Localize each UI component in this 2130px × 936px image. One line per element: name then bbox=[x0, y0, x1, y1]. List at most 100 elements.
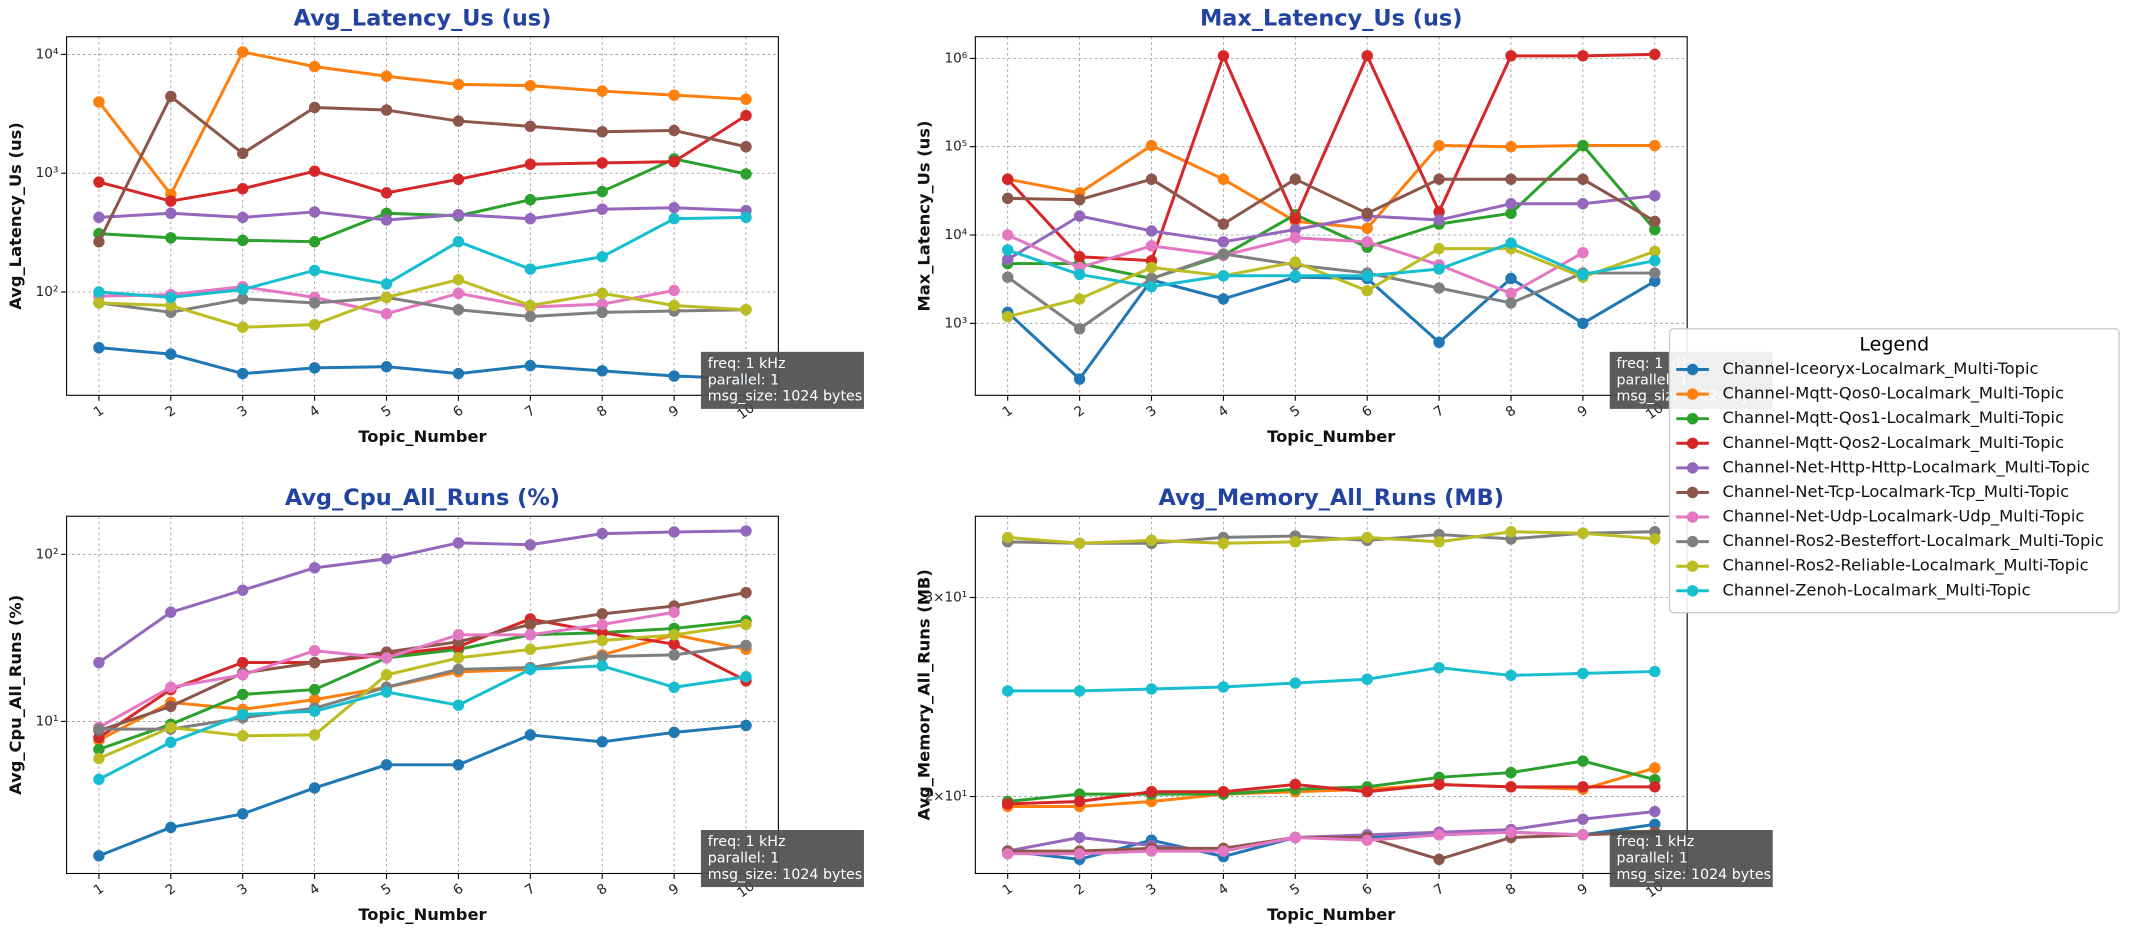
data-point bbox=[1361, 785, 1373, 798]
data-point bbox=[1505, 207, 1517, 220]
data-point bbox=[452, 115, 465, 127]
data-point bbox=[1505, 826, 1517, 838]
data-point bbox=[1649, 805, 1661, 818]
data-point bbox=[1649, 818, 1661, 831]
data-point bbox=[668, 606, 680, 618]
data-point bbox=[1649, 139, 1661, 152]
data-point bbox=[740, 719, 752, 732]
data-point bbox=[1505, 198, 1517, 210]
series-line bbox=[1006, 52, 1655, 263]
data-point bbox=[165, 606, 177, 618]
series-line bbox=[98, 724, 747, 858]
data-point bbox=[380, 308, 393, 320]
y-tick-label: 10¹ bbox=[36, 713, 59, 729]
data-point bbox=[524, 194, 537, 206]
annotation-box bbox=[700, 351, 864, 409]
data-point bbox=[237, 730, 249, 742]
data-point bbox=[524, 310, 537, 323]
data-point bbox=[1073, 268, 1086, 281]
data-point bbox=[308, 165, 321, 177]
x-axis-label: Topic_Number bbox=[358, 427, 486, 446]
data-point bbox=[1073, 210, 1086, 222]
data-point bbox=[1433, 214, 1445, 226]
data-point bbox=[237, 211, 249, 224]
x-axis-label: Topic_Number bbox=[1267, 427, 1395, 446]
data-point bbox=[308, 683, 321, 696]
data-point bbox=[1433, 139, 1445, 152]
data-point bbox=[1577, 246, 1589, 259]
data-point bbox=[1001, 173, 1014, 185]
data-point bbox=[524, 120, 537, 133]
data-point bbox=[524, 663, 537, 676]
x-tick-label: 6 bbox=[1359, 403, 1375, 421]
data-point bbox=[1217, 537, 1230, 550]
data-point bbox=[1217, 845, 1230, 857]
annotation-text: freq: 1 kHz bbox=[1617, 834, 1695, 850]
legend-label: Channel-Net-Udp-Localmark-Udp_Multi-Topi… bbox=[1722, 507, 2084, 527]
data-point bbox=[452, 367, 465, 380]
series-line bbox=[1006, 194, 1655, 261]
data-point bbox=[308, 705, 321, 717]
data-point bbox=[1073, 194, 1086, 206]
data-point bbox=[1217, 293, 1230, 305]
y-axis-label: Avg_Latency_Us (us) bbox=[6, 122, 25, 310]
data-point bbox=[596, 618, 608, 631]
y-tick-label: 3×10¹ bbox=[924, 589, 967, 605]
data-point bbox=[1289, 223, 1302, 236]
data-point bbox=[165, 681, 177, 694]
data-point bbox=[524, 643, 537, 656]
data-point bbox=[1001, 310, 1014, 323]
data-point bbox=[1289, 173, 1302, 185]
data-point bbox=[308, 782, 321, 794]
data-point bbox=[452, 699, 465, 711]
data-point bbox=[740, 303, 752, 316]
x-tick-label: 1 bbox=[1000, 881, 1016, 899]
series-line bbox=[1007, 759, 1656, 803]
data-point bbox=[165, 736, 177, 748]
chart-title: Avg_Memory_All_Runs (MB) bbox=[1158, 485, 1504, 511]
data-point bbox=[308, 297, 321, 309]
data-point bbox=[596, 736, 608, 748]
legend-marker bbox=[1686, 437, 1699, 449]
x-tick-label: 8 bbox=[594, 403, 610, 421]
data-point bbox=[237, 46, 249, 58]
data-point bbox=[165, 207, 177, 219]
data-point bbox=[596, 185, 608, 198]
data-point bbox=[237, 584, 249, 596]
data-point bbox=[524, 158, 537, 170]
data-point bbox=[1361, 270, 1373, 282]
data-point bbox=[1145, 240, 1158, 252]
data-point bbox=[1145, 683, 1158, 695]
x-tick-label: 3 bbox=[1143, 403, 1159, 421]
data-point bbox=[1145, 225, 1158, 237]
data-point bbox=[524, 618, 537, 631]
data-point bbox=[1433, 173, 1445, 185]
data-point bbox=[740, 168, 752, 180]
data-point bbox=[380, 553, 393, 565]
data-point bbox=[668, 89, 680, 101]
chart-title: Avg_Cpu_All_Runs (%) bbox=[285, 485, 560, 511]
data-point bbox=[1505, 297, 1517, 309]
data-point bbox=[1073, 795, 1086, 808]
y-tick-label: 10⁵ bbox=[944, 139, 967, 155]
x-axis-label: Topic_Number bbox=[1267, 905, 1395, 924]
data-point bbox=[1073, 848, 1086, 860]
x-tick-label: 9 bbox=[666, 881, 682, 899]
data-point bbox=[1505, 766, 1517, 779]
data-point bbox=[452, 208, 465, 221]
data-point bbox=[237, 656, 249, 669]
data-point bbox=[1217, 173, 1230, 185]
data-point bbox=[740, 109, 752, 122]
data-point bbox=[596, 527, 608, 540]
x-tick-label: 1 bbox=[91, 403, 107, 421]
data-point bbox=[308, 362, 321, 374]
data-point bbox=[1217, 50, 1230, 62]
data-point bbox=[308, 644, 321, 657]
data-point bbox=[452, 629, 465, 641]
data-point bbox=[1001, 848, 1014, 860]
data-point bbox=[740, 618, 752, 631]
y-tick-label: 10⁴ bbox=[36, 46, 59, 62]
data-point bbox=[524, 213, 537, 225]
data-point bbox=[380, 669, 393, 681]
